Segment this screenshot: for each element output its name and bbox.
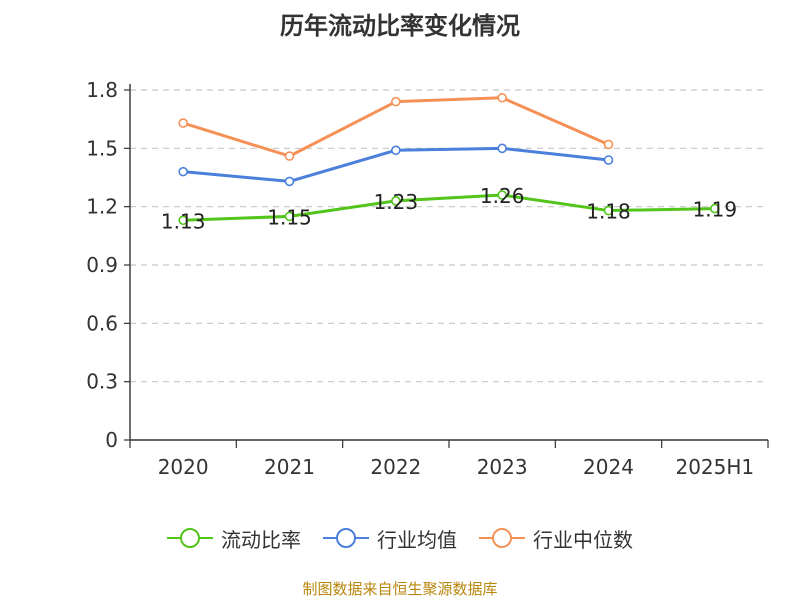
data-point [284,151,295,161]
legend-swatch-icon [323,528,369,548]
data-point [391,96,401,107]
data-point [603,139,614,150]
x-tick-label: 2020 [158,455,209,479]
y-tick-label: 0.9 [86,253,118,277]
legend-label: 行业均值 [377,527,457,552]
y-tick-label: 0 [105,428,118,452]
data-point [497,143,507,154]
legend-item[interactable]: 流动比率 [167,524,301,553]
x-tick-label: 2021 [264,455,315,479]
data-point [178,118,188,128]
data-point [391,145,401,156]
data-point [284,211,295,222]
y-tick-label: 1.2 [86,195,118,219]
legend-label: 流动比率 [221,527,301,552]
data-point [284,176,295,187]
data-point [497,190,507,200]
legend: 流动比率 行业均值 行业中位数 [0,520,800,556]
legend-label: 行业中位数 [533,527,633,552]
chart-title: 历年流动比率变化情况 [280,12,520,40]
data-point [391,196,401,206]
series-line [183,193,715,222]
data-label: 1.19 [693,198,738,222]
x-tick-label: 2023 [477,455,528,479]
data-point [497,92,507,103]
data-label: 1.26 [480,184,525,208]
source-note: 制图数据来自恒生聚源数据库 [302,580,498,598]
x-tick-label: 2022 [370,455,421,479]
y-tick-label: 0.3 [86,370,118,394]
data-label: 1.18 [586,200,631,224]
legend-item[interactable]: 行业中位数 [479,524,633,553]
y-tick-label: 1.8 [86,78,118,102]
series-lines [178,92,720,226]
data-point [178,166,188,177]
x-tick-label: 2025H1 [675,455,754,479]
grid-lines [130,89,768,383]
data-label: 1.13 [161,209,206,233]
legend-swatch-icon [167,528,213,548]
legend-item[interactable]: 行业均值 [323,524,457,553]
axes: 0 0.3 0.6 0.9 1.2 1.5 1.8 2020 2021 2022 2023 2024 2… [86,78,769,479]
data-labels: 1.13 1.15 1.23 1.26 1.18 1.19 [161,184,737,233]
x-tick-label: 2024 [583,455,634,479]
y-tick-label: 1.5 [86,136,118,160]
data-label: 1.15 [267,205,312,229]
data-point [710,203,720,214]
legend-swatch-icon [479,528,525,548]
data-point [178,215,188,226]
y-tick-label: 0.6 [86,311,118,335]
data-label: 1.23 [374,190,419,214]
data-point [603,155,614,165]
data-point [603,205,614,216]
